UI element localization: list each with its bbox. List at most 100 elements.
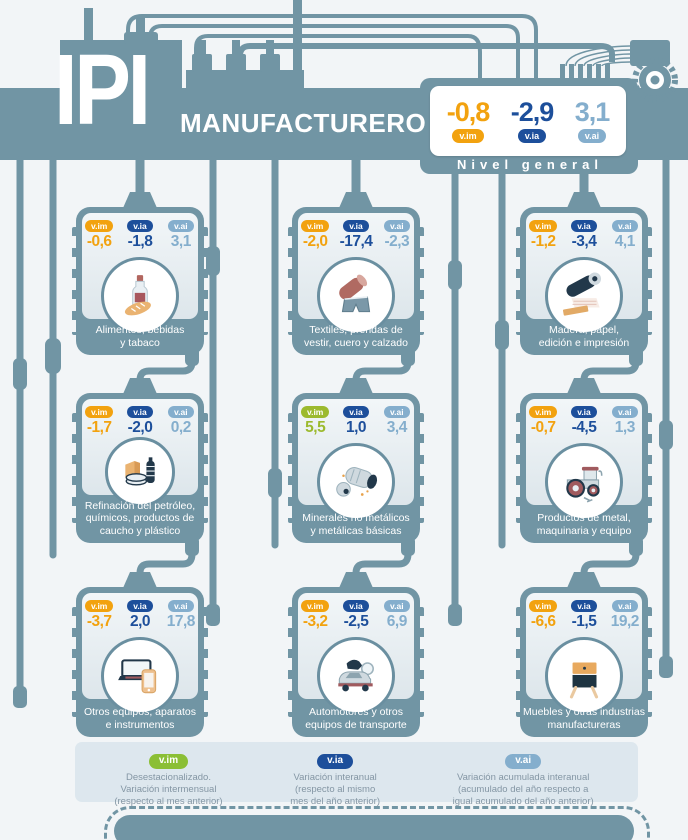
via-value: -4,5 [571, 418, 597, 436]
sector-label: Refinación del petróleo, químicos, produ… [84, 499, 196, 538]
sector-panel: v.im -2,0 v.ia -17,4 v.ai -2,3 [298, 213, 414, 335]
vai-value: 19,2 [610, 612, 640, 630]
via-value: -2,5 [343, 612, 369, 630]
vai-badge: v.ai [168, 600, 194, 612]
sector-icon-circle [101, 257, 179, 335]
via-badge: v.ia [517, 129, 547, 143]
via-value: 2,0 [129, 612, 151, 630]
food-beverage-icon [124, 275, 151, 316]
vim-badge: v.im [84, 406, 114, 418]
legend-item-vai: v.ai Variación acumulada interanual (acu… [416, 750, 630, 807]
sector-panel: v.im -0,7 v.ia -4,5 v.ai 1,3 [526, 399, 642, 521]
vim-value: 5,5 [305, 418, 326, 436]
vai-value: 1,3 [614, 418, 636, 436]
sector-label: Productos de metal, maquinaria y equipo [536, 512, 632, 538]
sector-card-automotores: v.im -3,2 v.ia -2,5 v.ai 6,9 Automotores y … [288, 587, 424, 737]
sector-label: Madera, papel, edición e impresión [538, 324, 630, 350]
vim-legend-badge: v.im [148, 753, 189, 769]
vim-value: -6,6 [530, 612, 556, 630]
via-legend-text: Variación interanual (respecto al mismo … [290, 771, 381, 808]
vai-badge: v.ai [612, 220, 638, 232]
via-value: -17,4 [339, 232, 373, 250]
vim-badge: v.im [300, 600, 330, 612]
via-badge: v.ia [571, 600, 597, 612]
vai-badge: v.ai [168, 406, 194, 418]
vim-badge: v.im [300, 220, 330, 232]
bottom-dashed-frame [104, 806, 650, 840]
header-vai: 3,1 v.ai [575, 99, 610, 143]
via-value: -3,4 [571, 232, 597, 250]
sector-panel: v.im -3,2 v.ia -2,5 v.ai 6,9 [298, 593, 414, 715]
sector-card-muebles: v.im -6,6 v.ia -1,5 v.ai 19,2 Muebles y otr… [516, 587, 652, 737]
header-vim: -0,8 v.im [447, 99, 490, 143]
vai-badge: v.ai [577, 129, 607, 143]
vim-value: -3,7 [86, 612, 112, 630]
vim-value: -2,0 [302, 232, 328, 250]
vim-value: -3,2 [302, 612, 328, 630]
transport-icon [338, 659, 374, 692]
card-plugs-row1 [123, 192, 601, 208]
vai-legend-badge: v.ai [505, 753, 542, 769]
vai-badge: v.ai [612, 406, 638, 418]
sector-icon-circle [545, 257, 623, 335]
legend-item-via: v.ia Variación interanual (respecto al m… [254, 750, 416, 807]
sector-label: Minerales no metálicos y metálicas básic… [302, 512, 410, 538]
chimney-icon [84, 8, 93, 48]
via-legend-badge: v.ia [317, 753, 354, 769]
sector-card-minerales: v.im 5,5 v.ia 1,0 v.ai 3,4 Minerales no met… [288, 393, 424, 543]
furniture-icon [569, 662, 599, 699]
sector-icon-circle [317, 257, 395, 335]
vim-legend-text: Desestacionalizado. Variación intermensu… [114, 771, 223, 808]
sector-panel: v.im -3,7 v.ia 2,0 v.ai 17,8 [82, 593, 198, 715]
sector-card-madera-papel: v.im -1,2 v.ia -3,4 v.ai 4,1 Madera, papel,… [516, 207, 652, 355]
vim-value: -1,2 [530, 232, 556, 250]
vai-value: 0,2 [170, 418, 192, 436]
via-value: -1,5 [571, 612, 597, 630]
sector-panel: v.im -1,7 v.ia -2,0 v.ai 0,2 [82, 399, 198, 507]
via-badge: v.ia [343, 220, 369, 232]
vai-value: -2,3 [384, 232, 410, 250]
sector-card-metal-maquinaria: v.im -0,7 v.ia -4,5 v.ai 1,3 Productos de m… [516, 393, 652, 543]
sector-card-otros-equipos: v.im -3,7 v.ia 2,0 v.ai 17,8 Otros equipos,… [72, 587, 208, 737]
sector-panel: v.im 5,5 v.ia 1,0 v.ai 3,4 [298, 399, 414, 521]
minerals-metals-icon [336, 467, 378, 497]
legend-band: v.im Desestacionalizado. Variación inter… [75, 742, 638, 807]
vai-value: 6,9 [386, 612, 408, 630]
vai-value: 3,1 [574, 97, 611, 127]
vim-value: -0,8 [446, 97, 491, 127]
vai-value: 3,1 [170, 232, 192, 250]
vim-badge: v.im [452, 129, 484, 143]
sector-icon-circle [317, 637, 395, 715]
vim-badge: v.im [84, 600, 114, 612]
gear-icon [632, 57, 678, 103]
via-value: 1,0 [345, 418, 367, 436]
nivel-general-label: Nivel general [457, 157, 603, 172]
vim-badge: v.im [300, 406, 330, 418]
via-badge: v.ia [127, 600, 153, 612]
sector-panel: v.im -1,2 v.ia -3,4 v.ai 4,1 [526, 213, 642, 335]
vim-badge: v.im [84, 220, 114, 232]
via-value: -1,8 [127, 232, 153, 250]
page-title: IPI [54, 34, 151, 146]
vim-value: -1,7 [86, 418, 112, 436]
via-badge: v.ia [127, 220, 153, 232]
vim-value: -0,6 [86, 232, 112, 250]
sector-label: Automotores y otros equipos de transport… [305, 706, 407, 732]
vai-badge: v.ai [384, 600, 410, 612]
equipment-instruments-icon [118, 659, 157, 694]
via-value: -2,9 [510, 97, 555, 127]
sector-label: Muebles y otras industrias manufacturera… [523, 706, 645, 732]
sector-card-refinacion-petroleo: v.im -1,7 v.ia -2,0 v.ai 0,2 Refinación del… [72, 393, 208, 543]
sector-icon-circle [545, 637, 623, 715]
via-badge: v.ia [571, 406, 597, 418]
via-value: -2,0 [127, 418, 153, 436]
vim-badge: v.im [528, 600, 558, 612]
sector-panel: v.im -0,6 v.ia -1,8 v.ai 3,1 [82, 213, 198, 335]
legend-item-vim: v.im Desestacionalizado. Variación inter… [83, 750, 254, 807]
petroleum-chemicals-icon [125, 457, 155, 486]
sector-card-alimentos: v.im -0,6 v.ia -1,8 v.ai 3,1 Alimentos, beb… [72, 207, 208, 355]
header-via: -2,9 v.ia [511, 99, 554, 143]
metal-machinery-icon [566, 466, 603, 503]
vai-badge: v.ai [384, 220, 410, 232]
